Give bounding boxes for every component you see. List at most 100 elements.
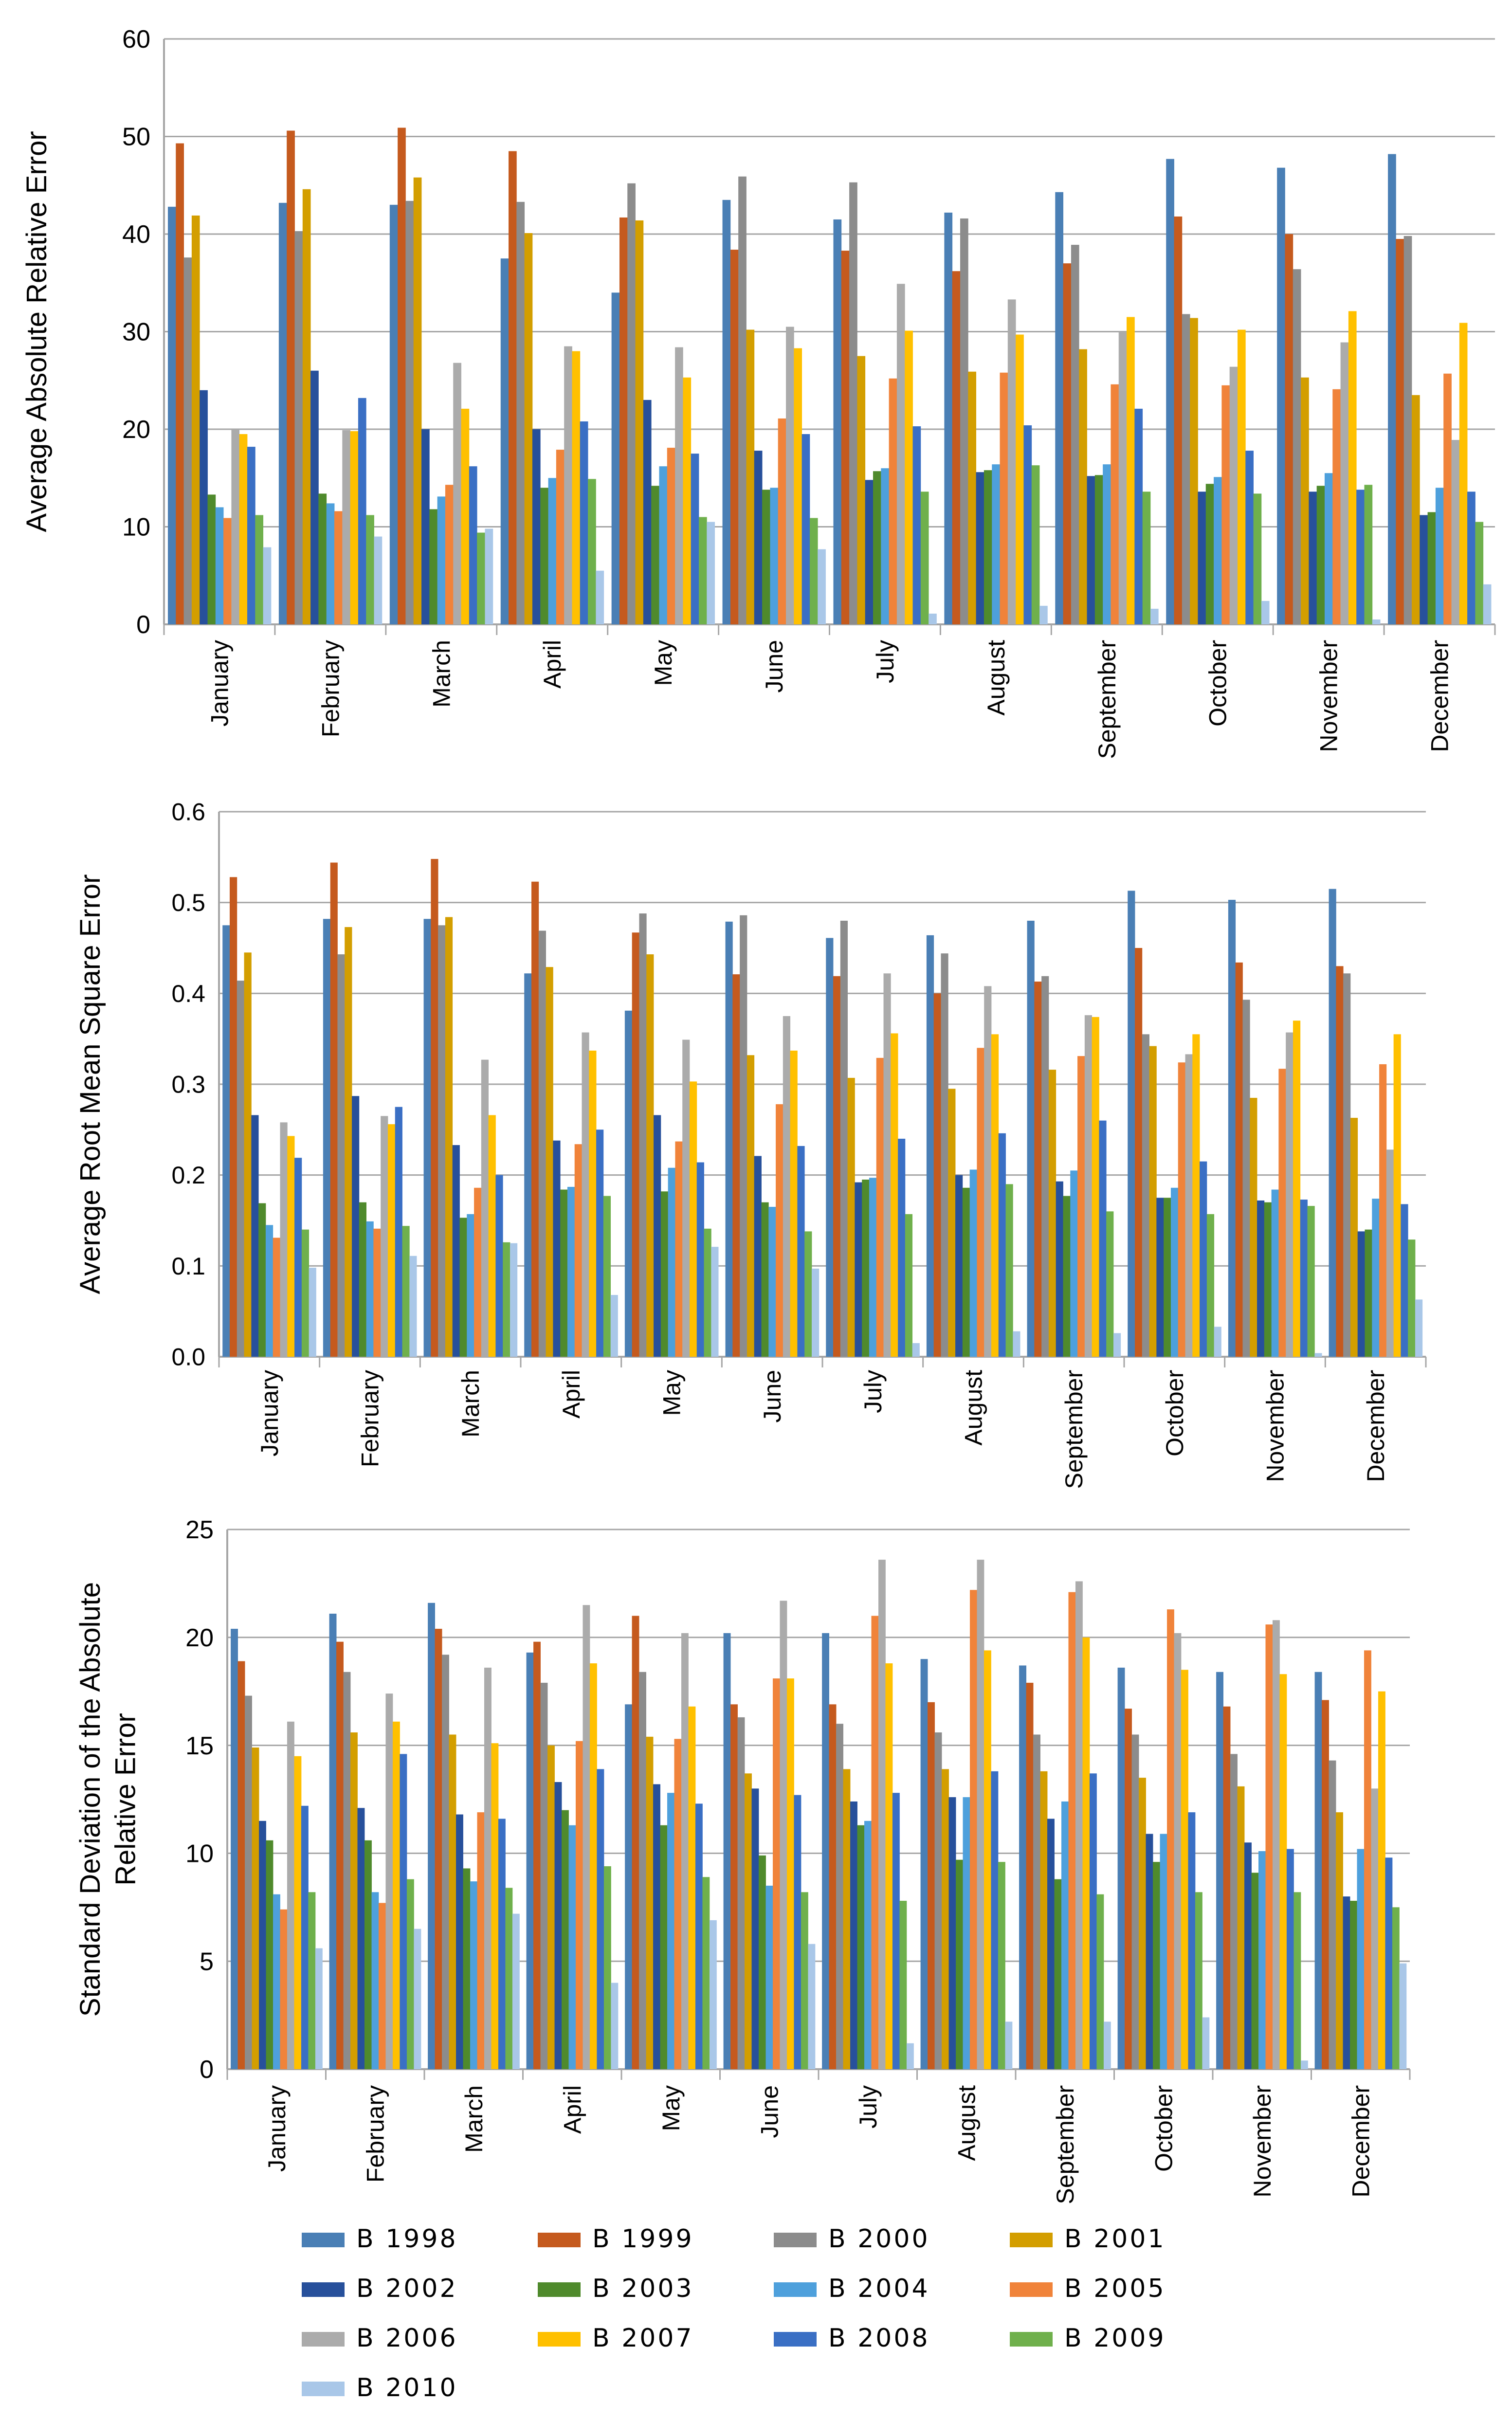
bar	[786, 1678, 794, 2069]
bar	[330, 862, 338, 1357]
bar	[1475, 522, 1484, 624]
bar	[984, 1650, 991, 2069]
bar	[445, 917, 453, 1357]
bar	[429, 509, 438, 624]
bar	[1253, 493, 1262, 624]
bar	[1089, 1773, 1097, 2069]
bar	[1309, 491, 1317, 624]
category-label: September	[1052, 2085, 1079, 2204]
bar	[1451, 440, 1460, 624]
y-tick-label: 0	[136, 611, 150, 639]
bar	[768, 1207, 776, 1357]
bar	[387, 1124, 396, 1357]
bar	[1084, 1015, 1093, 1357]
bar	[352, 1096, 360, 1357]
bar	[948, 1797, 956, 2069]
bar	[1103, 464, 1111, 624]
bar	[567, 1186, 575, 1357]
bar	[359, 1202, 366, 1357]
category-label: December	[1347, 2085, 1374, 2198]
legend-swatch	[1010, 2332, 1053, 2347]
bar	[470, 1881, 477, 2069]
bar	[1048, 1070, 1057, 1357]
bar	[336, 1641, 344, 2069]
bar	[524, 973, 532, 1357]
bar	[1372, 619, 1381, 624]
bar	[941, 953, 948, 1357]
bar	[357, 1808, 365, 2069]
bar	[1379, 1064, 1387, 1357]
bar	[239, 434, 248, 624]
bar	[885, 1663, 893, 2069]
bar	[409, 1256, 417, 1357]
y-tick-label: 40	[122, 220, 150, 249]
legend-swatch	[1010, 2282, 1053, 2297]
bar	[546, 967, 553, 1357]
legend: B 1998 B 1999 B 2000 B 2001 B 2002 B 2003 B 20…	[302, 2224, 1166, 2403]
bar	[1329, 1760, 1336, 2069]
bar	[1027, 921, 1035, 1357]
bar	[1322, 1700, 1329, 2069]
bar	[746, 329, 755, 624]
bar	[841, 251, 850, 624]
bar	[301, 1805, 309, 2069]
category-label: March	[457, 1370, 484, 1438]
category-label: June	[759, 1370, 786, 1422]
bar	[646, 954, 654, 1357]
category-label: May	[657, 2085, 685, 2131]
bar	[675, 347, 683, 624]
bar	[968, 371, 977, 624]
bar	[654, 1115, 661, 1357]
bar	[481, 1059, 489, 1357]
bar	[646, 1736, 654, 2069]
bar	[881, 468, 890, 624]
bar	[405, 200, 414, 625]
y-axis-label: Average Absolute Relative Error	[21, 131, 53, 532]
legend-label: B 1998	[356, 2224, 458, 2254]
bar	[1142, 491, 1151, 624]
bar	[1061, 1801, 1069, 2069]
y-tick-label: 20	[185, 1624, 214, 1652]
bar	[896, 284, 905, 624]
bar	[326, 503, 335, 624]
bar	[237, 1661, 245, 2069]
bar	[730, 1704, 738, 2069]
legend-label: B 2005	[1064, 2274, 1166, 2303]
bar	[1068, 1592, 1076, 2069]
bar	[603, 1866, 611, 2069]
bar	[1293, 1020, 1301, 1357]
bar	[263, 547, 272, 624]
bar	[1258, 1851, 1266, 2069]
bar	[926, 935, 934, 1357]
bar	[503, 1242, 510, 1357]
bar	[1301, 377, 1309, 624]
bar	[1019, 1665, 1026, 2069]
bar	[378, 1903, 386, 2069]
bar	[532, 429, 541, 624]
bar	[1099, 1120, 1107, 1357]
y-tick-label: 20	[122, 416, 150, 444]
bar	[1364, 1650, 1371, 2069]
bar	[1016, 334, 1024, 624]
bar	[505, 1888, 513, 2069]
bar	[1063, 263, 1072, 624]
bar	[572, 351, 581, 624]
bar	[651, 486, 659, 624]
bar	[991, 1034, 999, 1357]
bar	[778, 418, 786, 624]
legend-label: B 2010	[356, 2373, 458, 2403]
bar	[1198, 491, 1206, 624]
bar	[1007, 299, 1016, 624]
bar	[984, 986, 992, 1357]
bar	[889, 378, 897, 624]
bar	[1237, 1786, 1245, 2069]
bar	[1272, 1620, 1280, 2069]
bar	[956, 1859, 963, 2069]
bar	[1411, 395, 1420, 624]
bar	[1031, 465, 1040, 624]
y-tick-label: 0.2	[171, 1162, 205, 1189]
bar	[548, 478, 557, 624]
bar	[1221, 385, 1230, 624]
bar	[1285, 234, 1293, 624]
